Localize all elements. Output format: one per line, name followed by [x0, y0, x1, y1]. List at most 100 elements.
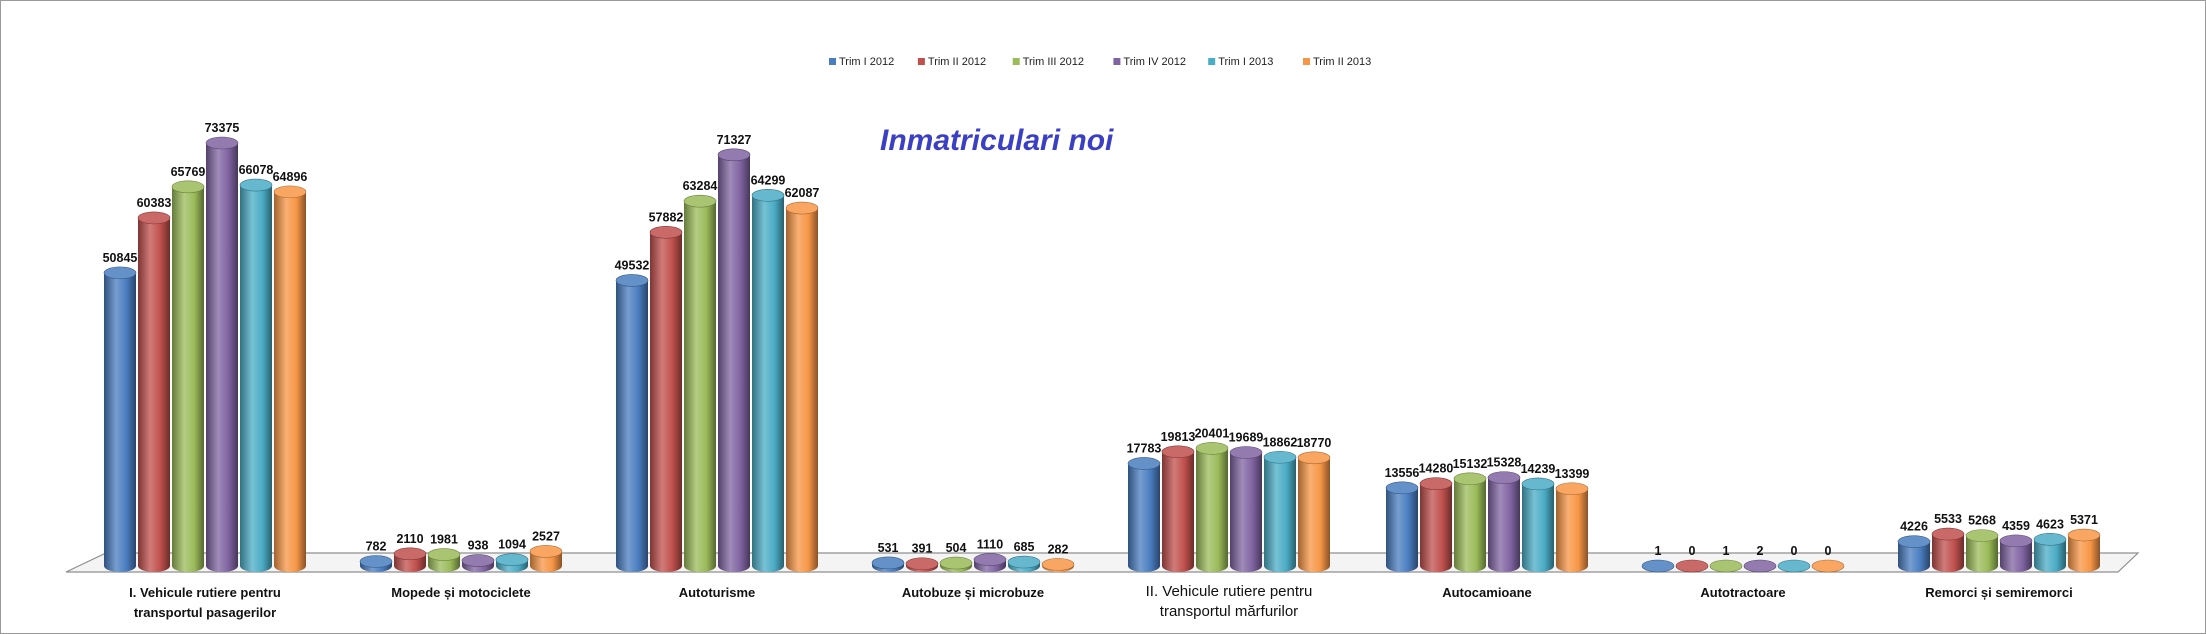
bar: [1897, 535, 1931, 572]
legend-swatch: [1113, 58, 1121, 65]
bar: [1195, 442, 1229, 572]
bar-body: [650, 232, 682, 573]
value-label: 782: [366, 539, 387, 553]
bar-body: [616, 280, 648, 572]
value-label: 2110: [396, 532, 423, 546]
legend-swatch: [1012, 58, 1020, 65]
category-label: Remorci și semiremorci: [1925, 585, 2072, 600]
bar-top: [529, 545, 563, 558]
bar-top: [461, 554, 495, 567]
value-label: 4226: [1900, 520, 1928, 534]
bar: [751, 189, 785, 572]
value-label: 17783: [1127, 441, 1162, 455]
value-label: 1: [1655, 544, 1662, 558]
bar-body: [1386, 487, 1418, 572]
bar-top: [393, 547, 427, 561]
chart-floor: [65, 552, 2140, 573]
value-label: 65769: [171, 165, 206, 179]
bar: [427, 548, 461, 572]
legend-swatch: [829, 58, 836, 65]
bar-top: [1195, 442, 1229, 455]
bar: [1041, 558, 1075, 572]
bar: [1965, 529, 1999, 572]
value-label: 60383: [137, 196, 172, 210]
bar-top: [1229, 446, 1263, 459]
bar: [785, 201, 819, 572]
bar-body: [1932, 534, 1964, 572]
category-label: Autoturisme: [679, 585, 756, 600]
value-label: 49532: [615, 258, 650, 272]
bar-top: [1931, 527, 1965, 541]
bar-body: [172, 186, 204, 572]
bar: [905, 557, 939, 572]
bar: [939, 556, 973, 572]
value-label: 4623: [2036, 517, 2064, 531]
bar-top: [1127, 457, 1161, 470]
bar-body: [1556, 488, 1588, 572]
value-label: 71327: [717, 133, 752, 147]
bar-body: [1522, 483, 1554, 572]
value-label: 685: [1014, 540, 1035, 554]
bar: [2033, 533, 2067, 572]
legend-swatch: [1208, 58, 1216, 65]
bar: [359, 555, 393, 572]
value-label: 19689: [1229, 430, 1264, 444]
bar-body: [104, 272, 136, 572]
legend: Trim I 2012 Trim II 2012 Trim III 2012 Trim…: [829, 56, 1371, 68]
category-label: transportul pasagerilor: [134, 605, 276, 620]
value-label: 63284: [683, 179, 718, 193]
legend-label: Trim II 2013: [1313, 56, 1371, 68]
value-label: 391: [912, 542, 933, 556]
bar-body: [1420, 483, 1452, 572]
legend-label: Trim II 2012: [928, 56, 986, 68]
legend-label: Trim I 2013: [1218, 56, 1273, 68]
value-label: 0: [1689, 544, 1696, 558]
bar-top: [1965, 529, 1999, 542]
value-label: 18770: [1297, 436, 1332, 450]
bar-body: [1898, 541, 1930, 572]
value-label: 19813: [1161, 430, 1196, 444]
bar-top: [427, 548, 461, 561]
bar: [1127, 457, 1161, 572]
bar: [1931, 527, 1965, 572]
value-label: 18862: [1263, 435, 1298, 449]
value-label: 1094: [498, 538, 526, 552]
bar-top: [1811, 559, 1845, 573]
value-label: 62087: [785, 186, 820, 200]
bar-top: [205, 136, 239, 150]
bar-body: [1230, 452, 1262, 572]
bar: [649, 226, 683, 573]
bar: [171, 180, 205, 572]
bar-top: [905, 557, 939, 571]
legend-item: Trim II 2012: [917, 56, 986, 68]
bar-top: [495, 553, 529, 566]
bar: [2067, 528, 2101, 572]
bar: [871, 556, 905, 572]
bar-top: [785, 201, 819, 215]
bar: [1385, 481, 1419, 572]
category-label: Autotractoare: [1700, 585, 1785, 600]
bar-top: [939, 556, 973, 570]
bar-body: [786, 208, 818, 572]
legend-swatch: [917, 58, 925, 65]
bar: [615, 274, 649, 572]
value-label: 73375: [205, 121, 240, 135]
legend-item: Trim I 2013: [1208, 56, 1273, 68]
bar-top: [1007, 555, 1041, 569]
bar: [1161, 445, 1195, 572]
bar: [393, 547, 427, 572]
bar-top: [1041, 558, 1075, 571]
bar-top: [1709, 559, 1743, 573]
floor-plane: [65, 552, 2140, 573]
value-label: 1110: [977, 538, 1003, 552]
bar-top: [359, 555, 393, 568]
bar-top: [1897, 535, 1931, 548]
value-label: 15132: [1453, 457, 1488, 471]
bar-top: [1453, 472, 1487, 486]
category-label: transportul mărfurilor: [1160, 603, 1298, 620]
bar-body: [1128, 463, 1160, 572]
bar: [1999, 534, 2033, 572]
bar: [205, 136, 239, 572]
bar-top: [751, 189, 785, 202]
